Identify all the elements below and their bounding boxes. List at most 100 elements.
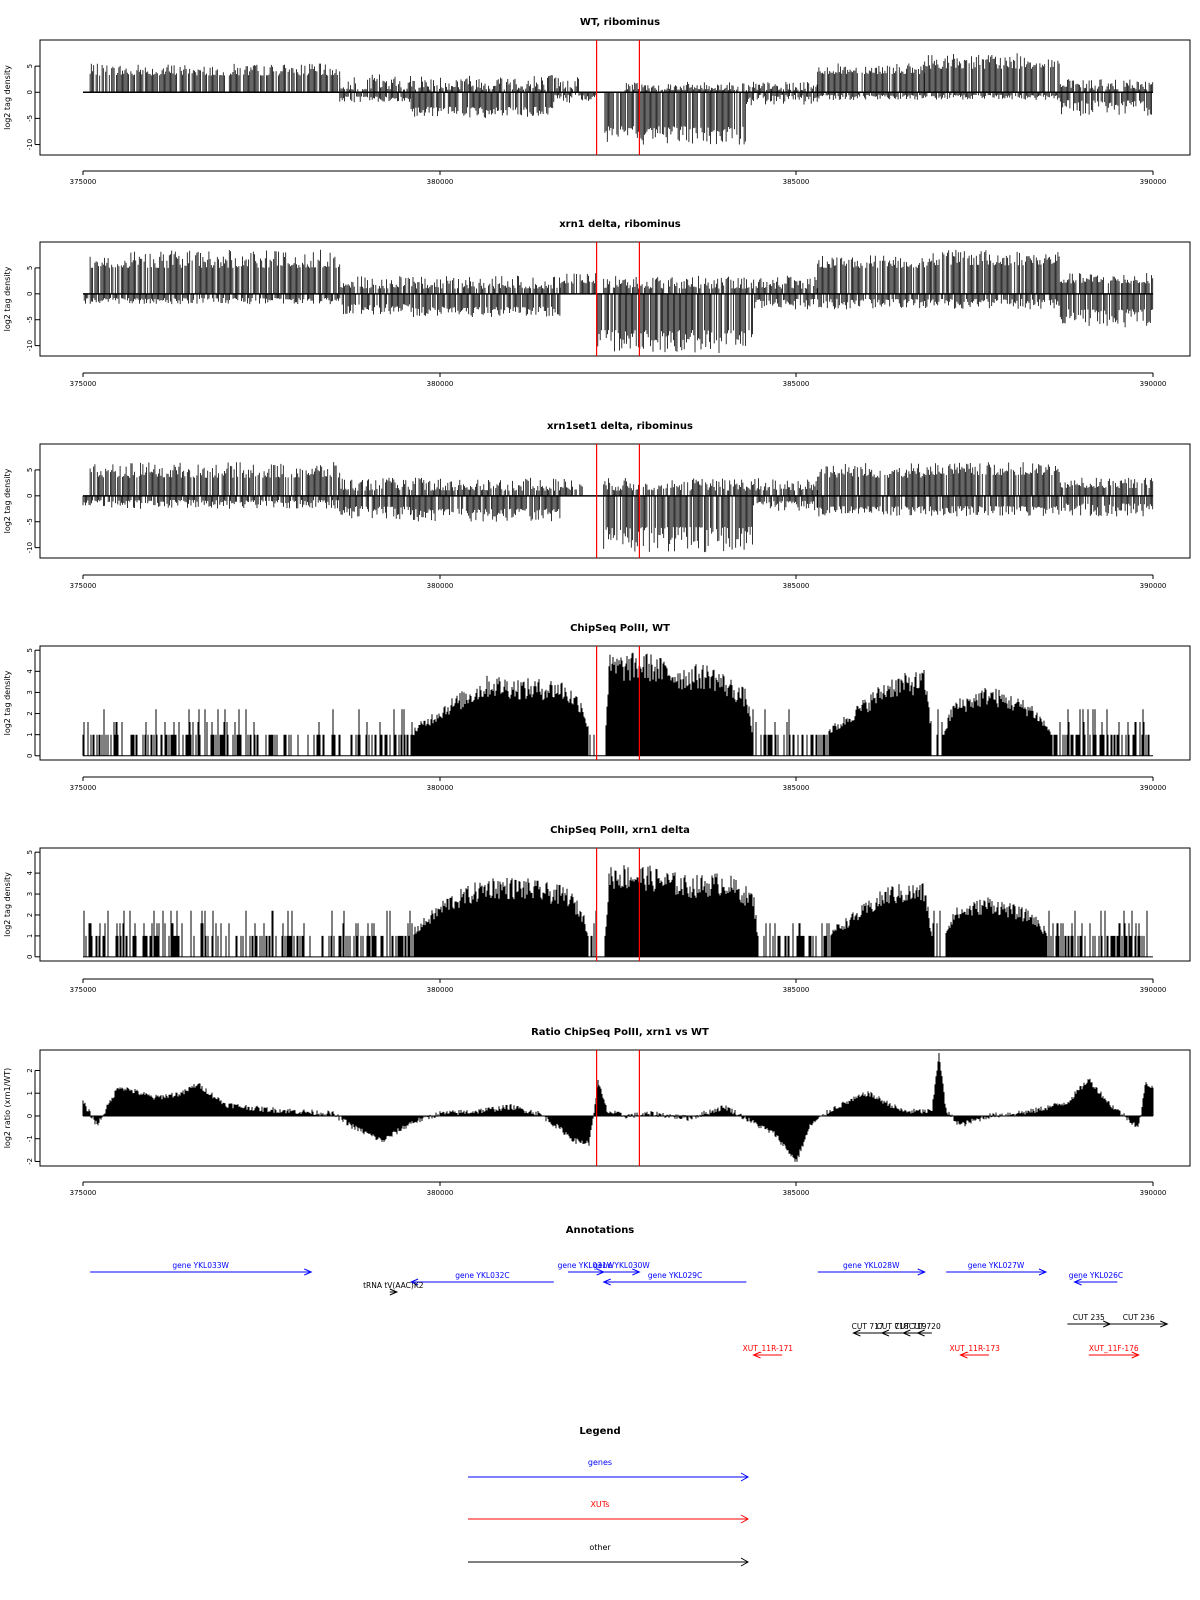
y-tick-label: 2 bbox=[26, 913, 34, 917]
y-tick-label: 1 bbox=[26, 732, 34, 736]
y-tick-label: 0 bbox=[26, 292, 34, 296]
y-tick-label: 1 bbox=[26, 934, 34, 938]
panel-frame bbox=[39, 645, 1191, 761]
y-tick-label: -10 bbox=[26, 542, 34, 553]
y-tick-label: 3 bbox=[26, 690, 34, 694]
annotation-arrowhead bbox=[1073, 1278, 1082, 1286]
x-tick-label: 380000 bbox=[427, 178, 454, 186]
x-tick-label: 385000 bbox=[783, 986, 810, 994]
y-tick-label: -5 bbox=[26, 115, 34, 122]
x-tick-label: 390000 bbox=[1140, 986, 1167, 994]
y-axis-label: log2 ratio (xrn1/WT) bbox=[3, 1068, 12, 1149]
annotation-feature: gene YKL030W bbox=[593, 1261, 650, 1276]
y-tick-label: 5 bbox=[26, 648, 34, 652]
y-tick-label: 0 bbox=[26, 494, 34, 498]
annotation-arrowhead bbox=[959, 1351, 968, 1359]
x-tick-label: 375000 bbox=[70, 784, 97, 792]
annotation-feature: tRNA tV(AAC)K2 bbox=[363, 1281, 424, 1296]
x-tick-label: 375000 bbox=[70, 582, 97, 590]
annotation-label: CUT 717 bbox=[852, 1322, 884, 1331]
y-tick-label: 0 bbox=[26, 955, 34, 959]
x-tick-label: 375000 bbox=[70, 1189, 97, 1197]
panel-frame bbox=[39, 39, 1191, 156]
legend-label-xuts: XUTs bbox=[590, 1500, 609, 1509]
annotation-feature: CUT 236 bbox=[1110, 1313, 1169, 1328]
annotation-arrowhead bbox=[409, 1278, 419, 1286]
x-tick-label: 380000 bbox=[427, 784, 454, 792]
legend-arrowhead-other bbox=[740, 1557, 750, 1567]
x-tick-label: 385000 bbox=[783, 178, 810, 186]
strand-signal bbox=[83, 249, 1154, 353]
density-bars bbox=[83, 865, 1148, 957]
x-tick-label: 390000 bbox=[1140, 178, 1167, 186]
annotation-feature: gene YKL029C bbox=[602, 1271, 747, 1286]
y-tick-label: 5 bbox=[26, 266, 34, 270]
y-tick-label: -2 bbox=[26, 1158, 34, 1165]
ratio-area bbox=[82, 1053, 1154, 1162]
annotation-arrowhead bbox=[917, 1268, 927, 1276]
x-tick-label: 390000 bbox=[1140, 784, 1167, 792]
annotation-arrowhead bbox=[1038, 1268, 1048, 1276]
x-tick-label: 390000 bbox=[1140, 380, 1167, 388]
panel-title: xrn1 delta, ribominus bbox=[559, 219, 681, 230]
annotation-label: gene YKL030W bbox=[593, 1261, 650, 1270]
annotation-arrowhead bbox=[304, 1268, 313, 1276]
x-tick-label: 375000 bbox=[70, 178, 97, 186]
annotation-label: gene YKL029C bbox=[648, 1271, 702, 1280]
x-tick-label: 375000 bbox=[70, 986, 97, 994]
annotation-label: gene YKL028W bbox=[843, 1261, 900, 1270]
panel-2: xrn1 delta, ribominus log2 tag density -10… bbox=[3, 219, 1191, 388]
y-tick-label: 1 bbox=[26, 1091, 34, 1095]
annotation-label: gene YKL026C bbox=[1069, 1271, 1123, 1280]
y-tick-label: 2 bbox=[26, 1068, 34, 1072]
annotation-label: CUT 235 bbox=[1073, 1313, 1105, 1322]
annotation-feature: gene YKL033W bbox=[90, 1261, 313, 1276]
annotation-feature: CUT 717 bbox=[852, 1322, 884, 1337]
panel-5: ChipSeq PolII, xrn1 delta log2 tag densit… bbox=[3, 825, 1191, 994]
annotation-label: tRNA tV(AAC)K2 bbox=[363, 1281, 424, 1290]
annotation-arrowhead bbox=[632, 1268, 641, 1276]
x-tick-label: 380000 bbox=[427, 986, 454, 994]
annotation-feature: gene YKL026C bbox=[1069, 1271, 1123, 1286]
annotation-feature: XUT_11F-176 bbox=[1088, 1344, 1141, 1359]
annotation-arrowhead bbox=[916, 1329, 925, 1337]
y-tick-label: 4 bbox=[26, 870, 34, 875]
panel-3: xrn1set1 delta, ribominus log2 tag densit… bbox=[3, 421, 1191, 590]
annotation-label: XUT_11F-176 bbox=[1089, 1344, 1139, 1353]
annotation-label: CUT 236 bbox=[1123, 1313, 1155, 1322]
panel-title: Ratio ChipSeq PolII, xrn1 vs WT bbox=[531, 1027, 709, 1038]
panel-title: ChipSeq PolII, WT bbox=[570, 623, 670, 634]
y-tick-label: 0 bbox=[26, 90, 34, 94]
panel-4: ChipSeq PolII, WT log2 tag density 0 1 2 3 4 5 3… bbox=[3, 623, 1191, 792]
annotation-arrowhead bbox=[752, 1351, 761, 1359]
y-tick-label: 5 bbox=[26, 468, 34, 472]
annotation-label: CUT 719 bbox=[894, 1322, 926, 1331]
y-axis-label: log2 tag density bbox=[3, 872, 12, 937]
x-tick-label: 385000 bbox=[783, 380, 810, 388]
annotation-arrowhead bbox=[1160, 1320, 1169, 1328]
x-tick-label: 380000 bbox=[427, 1189, 454, 1197]
x-tick-label: 385000 bbox=[783, 1189, 810, 1197]
y-axis-label: log2 tag density bbox=[3, 65, 12, 130]
strand-signal bbox=[89, 53, 1154, 145]
annotation-arrowhead bbox=[602, 1278, 611, 1286]
annotation-arrowhead bbox=[852, 1329, 861, 1337]
y-tick-label: -10 bbox=[26, 139, 34, 150]
y-tick-label: -10 bbox=[26, 340, 34, 351]
panel-1: WT, ribominus log2 tag density -10 -5 0 5 3750… bbox=[3, 17, 1191, 186]
y-axis-label: log2 tag density bbox=[3, 468, 12, 533]
annotation-feature: gene YKL028W bbox=[817, 1261, 927, 1276]
y-tick-label: -1 bbox=[26, 1135, 34, 1142]
annotation-feature: CUT 719 bbox=[894, 1322, 927, 1337]
y-tick-label: -5 bbox=[26, 518, 34, 525]
annotation-label: gene YKL031W bbox=[558, 1261, 615, 1270]
panel-title: ChipSeq PolII, xrn1 delta bbox=[550, 825, 690, 836]
y-tick-label: 0 bbox=[26, 1114, 34, 1118]
panel-frame bbox=[39, 241, 1191, 357]
density-bars bbox=[82, 652, 1150, 756]
y-tick-label: 0 bbox=[26, 754, 34, 758]
annotation-arrowhead bbox=[1131, 1351, 1141, 1359]
legend-label-other: other bbox=[589, 1543, 611, 1552]
